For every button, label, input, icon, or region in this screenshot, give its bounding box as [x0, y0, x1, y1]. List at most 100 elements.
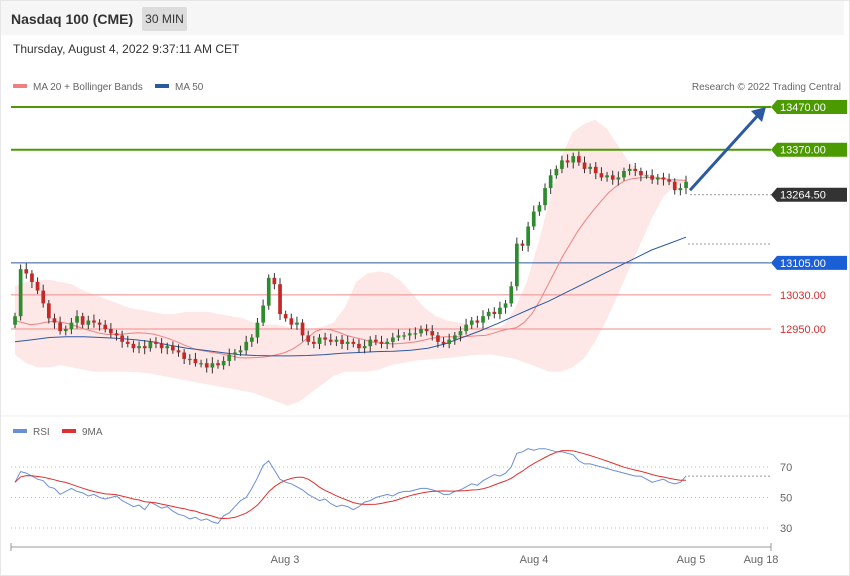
- candle-body: [142, 346, 147, 349]
- candle-body: [407, 333, 412, 336]
- candle-body: [520, 243, 525, 246]
- candle-body: [402, 335, 406, 337]
- candle-body: [312, 341, 316, 344]
- x-tick-label: Aug 18: [744, 554, 779, 566]
- candle-body: [227, 354, 232, 361]
- candle-body: [610, 175, 615, 180]
- candle-body: [368, 339, 373, 347]
- candle-body: [193, 358, 198, 364]
- level-label-bg: [771, 142, 847, 157]
- candle-body: [667, 179, 671, 182]
- candle-body: [148, 341, 153, 349]
- candle-body: [295, 322, 299, 325]
- candle-body: [498, 307, 502, 315]
- rsi-line: [14, 448, 687, 524]
- candle-body: [430, 331, 435, 336]
- candle-body: [656, 177, 660, 180]
- legend-9ma: 9MA: [82, 427, 103, 438]
- level-label: 13470.00: [780, 102, 826, 114]
- candle-body: [678, 188, 683, 191]
- candle-body: [272, 277, 277, 285]
- x-tick-label: Aug 3: [271, 554, 300, 566]
- candle-body: [345, 341, 350, 344]
- candle-body: [374, 339, 378, 342]
- ma20-line: [14, 176, 687, 359]
- legend-rsi: RSI: [33, 427, 50, 438]
- forecast-arrow-head: [751, 107, 766, 122]
- candle-body: [171, 346, 175, 351]
- candle-body: [41, 290, 46, 304]
- legend-ma50: MA 50: [175, 82, 204, 93]
- bollinger-band-area: [15, 119, 686, 406]
- candle-body: [616, 177, 621, 180]
- candle-body: [114, 333, 119, 336]
- candle-body: [379, 341, 384, 344]
- candle-body: [464, 324, 468, 332]
- candle-body: [633, 168, 638, 171]
- level-label: 13030.00: [780, 290, 826, 302]
- price-panel: 13470.00 13370.00 13264.50 13105.00 13030.00…: [11, 100, 847, 406]
- level-label-bg: [771, 187, 847, 202]
- candle-body: [475, 320, 480, 323]
- candle-body: [250, 337, 254, 342]
- legend-swatch-9ma: [62, 429, 76, 433]
- chart-header: Nasdaq 100 (CME) 30 MIN: [1, 1, 844, 35]
- candle-body: [261, 305, 265, 323]
- candle-body: [577, 156, 581, 163]
- candle-body: [35, 282, 40, 291]
- timeframe-badge[interactable]: 30 MIN: [142, 7, 187, 31]
- candle-body: [323, 337, 327, 340]
- candle-body: [391, 337, 395, 342]
- level-label: 13264.50: [780, 190, 826, 202]
- candle-body: [131, 343, 136, 349]
- chart-datetime: Thursday, August 4, 2022 9:37:11 AM CET: [13, 42, 240, 56]
- candle-body: [424, 329, 429, 332]
- rsi-ma-line: [14, 450, 686, 520]
- forecast-arrow-shaft: [688, 111, 762, 192]
- candle-body: [543, 188, 547, 206]
- candle-body: [103, 324, 108, 329]
- candle-body: [52, 318, 57, 323]
- candle-body: [526, 226, 530, 246]
- candle-body: [351, 341, 356, 344]
- candle-body: [306, 335, 311, 342]
- candle-body: [154, 341, 158, 344]
- ma50-line: [14, 236, 687, 357]
- candle-body: [515, 243, 519, 287]
- candle-body: [554, 168, 559, 176]
- candle-body: [238, 350, 243, 353]
- level-label: 13105.00: [780, 258, 826, 270]
- candle-body: [165, 346, 170, 349]
- candle-body: [622, 171, 626, 178]
- candle-body: [69, 322, 74, 329]
- legend-swatch-ma20: [13, 84, 27, 88]
- candle-body: [436, 335, 440, 342]
- candle-body: [92, 320, 96, 323]
- candle-body: [63, 329, 68, 332]
- candle-body: [159, 343, 164, 349]
- candle-body: [531, 211, 536, 227]
- candle-body: [75, 316, 79, 323]
- candle-body: [582, 162, 587, 169]
- candle-body: [565, 160, 570, 163]
- candle-body: [357, 343, 361, 349]
- candle-body: [300, 322, 305, 336]
- rsi-tick-label: 50: [780, 493, 792, 505]
- candle-body: [413, 333, 418, 335]
- candle-body: [125, 341, 130, 344]
- chart-title: Nasdaq 100 (CME): [11, 11, 134, 27]
- level-label-bg: [771, 100, 847, 114]
- candle-body: [188, 358, 192, 361]
- candle-body: [588, 166, 592, 169]
- candle-body: [137, 346, 141, 349]
- candle-body: [255, 322, 260, 338]
- candle-body: [385, 341, 389, 344]
- candle-body: [30, 273, 34, 282]
- candle-body: [362, 346, 367, 349]
- candle-body: [458, 331, 463, 336]
- candle-body: [639, 171, 643, 176]
- candle-body: [109, 329, 113, 334]
- level-label: 13370.00: [780, 145, 826, 157]
- candle-body: [481, 316, 485, 323]
